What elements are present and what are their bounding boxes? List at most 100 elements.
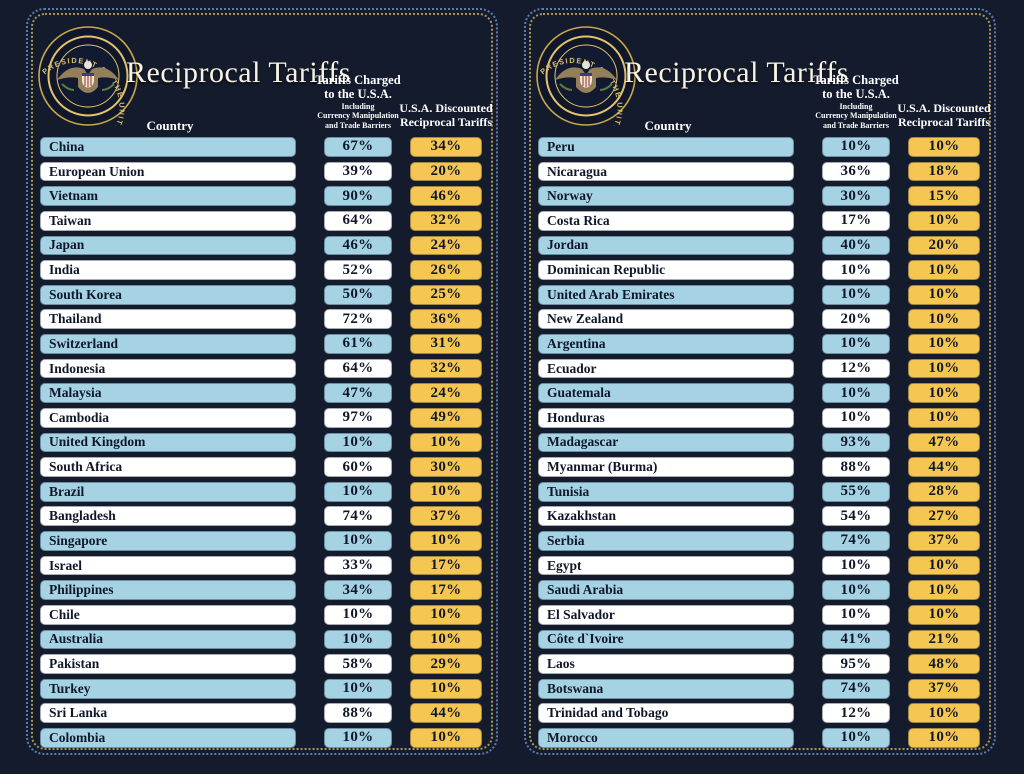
- country-cell: Côte d`Ivoire: [538, 629, 794, 650]
- tariff-charged-cell: 12%: [822, 358, 890, 379]
- discounted-tariff-cell: 10%: [908, 407, 980, 428]
- table-row: Thailand 72% 36%: [40, 309, 486, 330]
- tariff-charged-cell: 10%: [324, 481, 392, 502]
- discounted-tariff-cell: 10%: [908, 728, 980, 748]
- table-row: Honduras 10% 10%: [538, 407, 984, 428]
- country-cell: Malaysia: [40, 383, 296, 404]
- tariff-charged-cell: 10%: [822, 334, 890, 354]
- country-cell: Israel: [40, 555, 296, 576]
- discounted-tariff-cell: 10%: [410, 604, 482, 625]
- presidential-seal-icon: PRESIDENT OF THE UNITED STATES · ★ · SEA…: [23, 26, 138, 159]
- discounted-tariff-cell: 18%: [908, 161, 980, 182]
- table-row: Peru 10% 10%: [538, 137, 984, 157]
- tariff-charged-cell: 46%: [324, 235, 392, 256]
- discounted-tariff-cell: 10%: [908, 555, 980, 576]
- country-cell: Brazil: [40, 481, 296, 502]
- tariff-charged-cell: 74%: [822, 678, 890, 699]
- column-header-tariffs-charged: Tariffs Charged to the U.S.A. Including …: [813, 73, 899, 130]
- discounted-tariff-cell: 10%: [410, 678, 482, 699]
- tariff-charged-cell: 93%: [822, 432, 890, 453]
- table-row: Tunisia 55% 28%: [538, 481, 984, 502]
- table-row: New Zealand 20% 10%: [538, 309, 984, 330]
- table-row: Guatemala 10% 10%: [538, 383, 984, 404]
- table-row: Côte d`Ivoire 41% 21%: [538, 629, 984, 650]
- table-row: South Africa 60% 30%: [40, 457, 486, 477]
- table-row: United Arab Emirates 10% 10%: [538, 284, 984, 305]
- discounted-tariff-cell: 10%: [410, 531, 482, 551]
- table-row: Switzerland 61% 31%: [40, 334, 486, 354]
- table-row: Egypt 10% 10%: [538, 555, 984, 576]
- table-row: Jordan 40% 20%: [538, 235, 984, 256]
- table-row: Laos 95% 48%: [538, 654, 984, 674]
- tariff-charged-cell: 10%: [324, 728, 392, 748]
- country-cell: Pakistan: [40, 654, 296, 674]
- table-row: Ecuador 12% 10%: [538, 358, 984, 379]
- country-cell: Guatemala: [538, 383, 794, 404]
- table-row: Colombia 10% 10%: [40, 728, 486, 748]
- country-cell: Trinidad and Tobago: [538, 703, 794, 724]
- table-row: Malaysia 47% 24%: [40, 383, 486, 404]
- tariff-rows-left: China 67% 34% European Union 39% 20% Vietnam 90…: [40, 137, 486, 748]
- country-cell: South Korea: [40, 284, 296, 305]
- country-cell: European Union: [40, 161, 296, 182]
- discounted-tariff-cell: 37%: [908, 678, 980, 699]
- country-cell: Morocco: [538, 728, 794, 748]
- discounted-tariff-cell: 44%: [410, 703, 482, 724]
- tariff-charged-cell: 61%: [324, 334, 392, 354]
- country-cell: United Kingdom: [40, 432, 296, 453]
- country-cell: United Arab Emirates: [538, 284, 794, 305]
- tariff-charged-cell: 64%: [324, 358, 392, 379]
- table-row: Argentina 10% 10%: [538, 334, 984, 354]
- tariff-charged-cell: 64%: [324, 210, 392, 231]
- tariff-charged-cell: 55%: [822, 481, 890, 502]
- tariff-charged-cell: 74%: [324, 506, 392, 527]
- discounted-tariff-cell: 10%: [908, 284, 980, 305]
- table-row: Indonesia 64% 32%: [40, 358, 486, 379]
- discounted-tariff-cell: 30%: [410, 457, 482, 477]
- discounted-tariff-cell: 20%: [410, 161, 482, 182]
- discounted-tariff-cell: 24%: [410, 235, 482, 256]
- tariff-charged-cell: 52%: [324, 260, 392, 280]
- discounted-tariff-cell: 10%: [410, 432, 482, 453]
- discounted-tariff-cell: 49%: [410, 407, 482, 428]
- country-cell: Australia: [40, 629, 296, 650]
- discounted-tariff-cell: 10%: [908, 210, 980, 231]
- country-cell: Nicaragua: [538, 161, 794, 182]
- discounted-tariff-cell: 10%: [410, 728, 482, 748]
- tariff-charged-cell: 50%: [324, 284, 392, 305]
- country-cell: Switzerland: [40, 334, 296, 354]
- country-cell: Serbia: [538, 531, 794, 551]
- tariff-charged-cell: 17%: [822, 210, 890, 231]
- discounted-tariff-cell: 24%: [410, 383, 482, 404]
- discounted-tariff-cell: 10%: [908, 260, 980, 280]
- discounted-tariff-cell: 10%: [908, 604, 980, 625]
- tariff-charged-cell: 97%: [324, 407, 392, 428]
- discounted-tariff-cell: 34%: [410, 137, 482, 157]
- table-row: Israel 33% 17%: [40, 555, 486, 576]
- discounted-tariff-cell: 48%: [908, 654, 980, 674]
- country-cell: Peru: [538, 137, 794, 157]
- discounted-tariff-cell: 10%: [908, 137, 980, 157]
- discounted-tariff-cell: 28%: [908, 481, 980, 502]
- discounted-tariff-cell: 47%: [908, 432, 980, 453]
- country-cell: Philippines: [40, 580, 296, 601]
- discounted-tariff-cell: 27%: [908, 506, 980, 527]
- country-cell: Thailand: [40, 309, 296, 330]
- tariff-charged-cell: 54%: [822, 506, 890, 527]
- tariff-charged-cell: 34%: [324, 580, 392, 601]
- country-cell: Norway: [538, 186, 794, 207]
- country-cell: New Zealand: [538, 309, 794, 330]
- tariff-charged-cell: 40%: [822, 235, 890, 256]
- discounted-tariff-cell: 10%: [908, 383, 980, 404]
- country-cell: Chile: [40, 604, 296, 625]
- table-row: Philippines 34% 17%: [40, 580, 486, 601]
- discounted-tariff-cell: 32%: [410, 210, 482, 231]
- country-cell: Turkey: [40, 678, 296, 699]
- country-cell: Singapore: [40, 531, 296, 551]
- column-header-tariffs-charged: Tariffs Charged to the U.S.A. Including …: [315, 73, 401, 130]
- country-cell: Laos: [538, 654, 794, 674]
- country-cell: Botswana: [538, 678, 794, 699]
- discounted-tariff-cell: 31%: [410, 334, 482, 354]
- table-row: Costa Rica 17% 10%: [538, 210, 984, 231]
- table-row: European Union 39% 20%: [40, 161, 486, 182]
